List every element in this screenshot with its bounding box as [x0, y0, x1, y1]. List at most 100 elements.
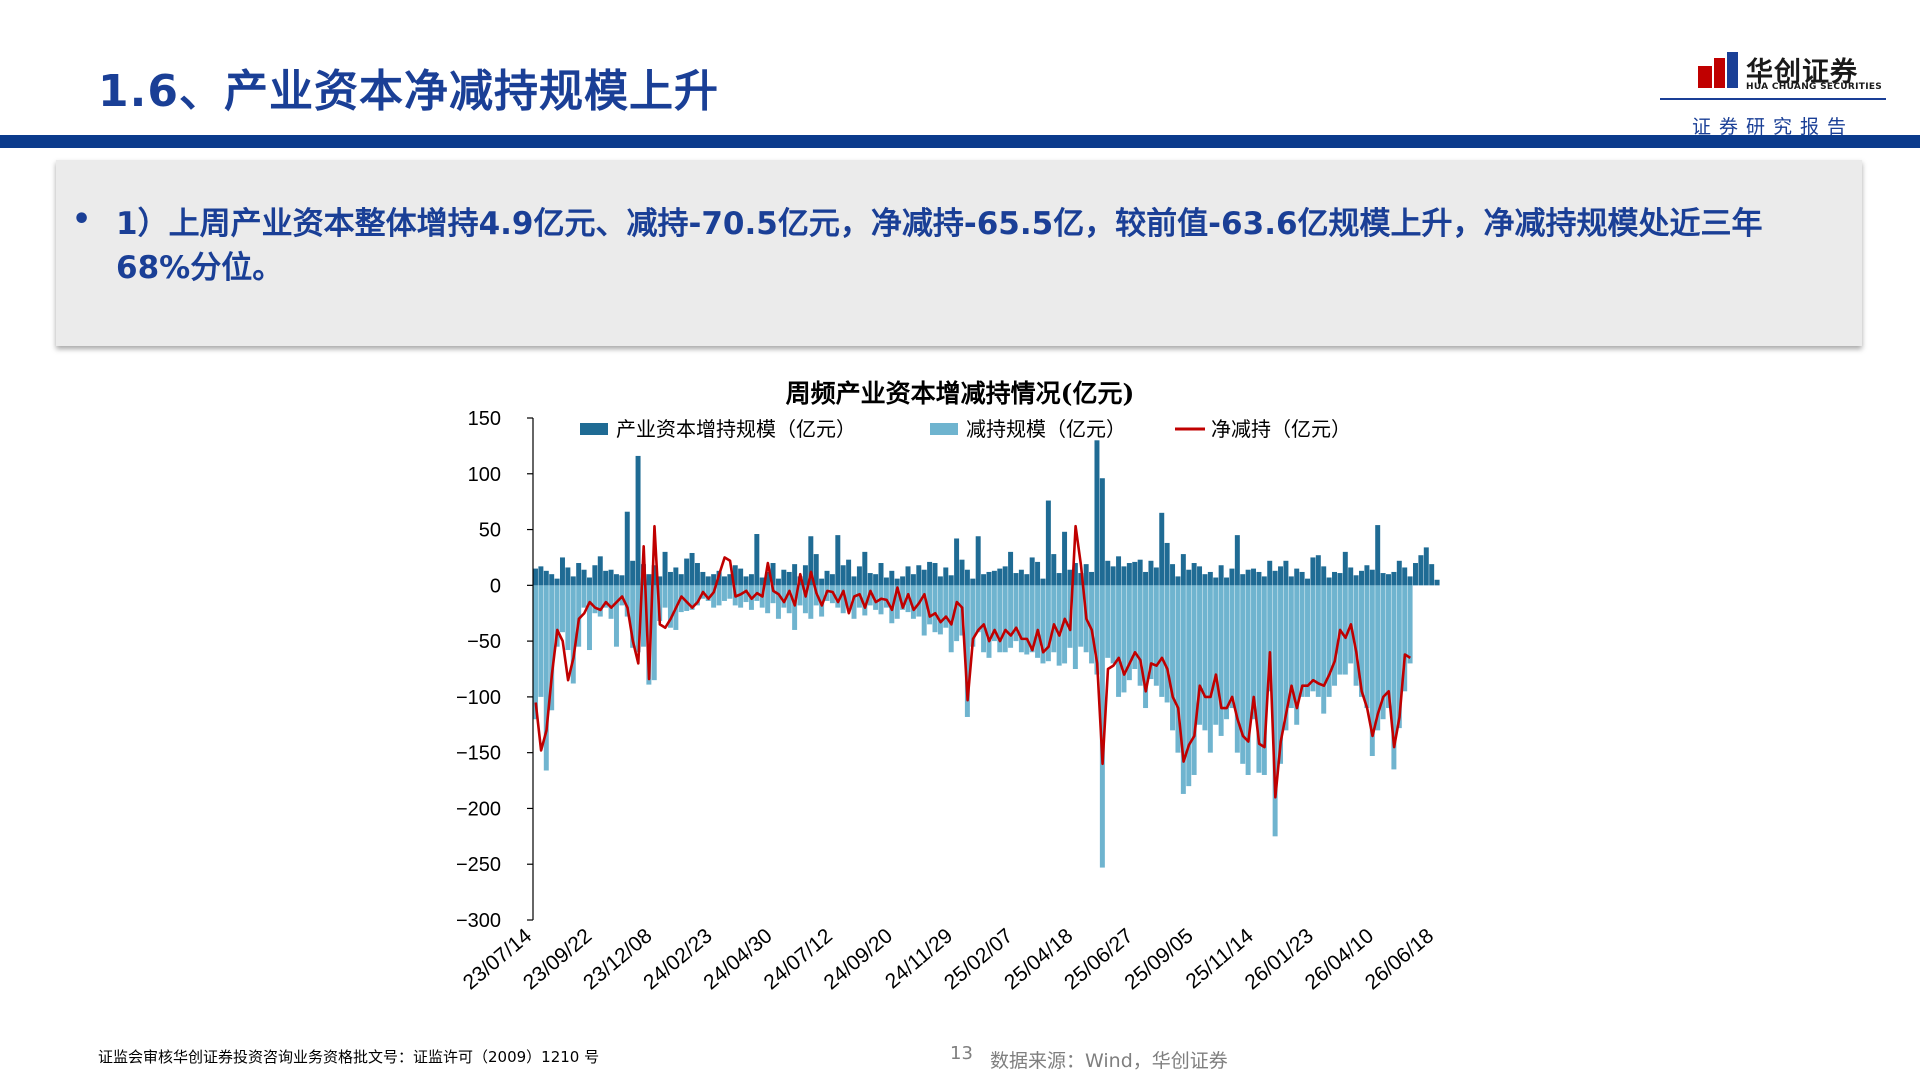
- bar-increase: [1402, 567, 1408, 586]
- bar-decrease: [1105, 585, 1111, 658]
- bar-decrease: [1078, 585, 1084, 647]
- bar-decrease: [900, 585, 906, 610]
- bar-decrease: [559, 585, 565, 633]
- bar-increase: [867, 573, 873, 586]
- bar-increase: [986, 571, 992, 586]
- bar-decrease: [786, 585, 792, 614]
- bar-decrease: [630, 585, 636, 648]
- bar-decrease: [565, 585, 571, 651]
- bar-decrease: [1175, 585, 1181, 753]
- bar-increase: [1089, 571, 1095, 586]
- bar-decrease: [1261, 585, 1267, 775]
- bar-increase: [754, 534, 760, 586]
- bar-increase: [873, 574, 879, 586]
- bar-increase: [932, 563, 938, 586]
- bar-increase: [765, 571, 771, 586]
- bar-increase: [1121, 566, 1127, 586]
- bar-increase: [1332, 571, 1337, 586]
- bar-increase: [1008, 551, 1014, 586]
- bar-decrease: [1143, 585, 1149, 709]
- bar-increase: [1396, 560, 1402, 586]
- data-source: 数据来源：Wind，华创证券: [990, 1050, 1228, 1072]
- bar-increase: [916, 565, 922, 586]
- bar-increase: [1413, 563, 1418, 586]
- bar-decrease: [846, 585, 852, 608]
- bar-decrease: [538, 585, 544, 697]
- bar-decrease: [1272, 585, 1278, 837]
- chart-title: 周频产业资本增减持情况(亿元): [785, 379, 1135, 408]
- bar-decrease: [802, 585, 808, 614]
- bar-decrease: [716, 585, 722, 606]
- bar-decrease: [1229, 585, 1235, 709]
- bar-increase: [1002, 566, 1008, 586]
- logo-text-cn: 华创证券: [1746, 57, 1858, 88]
- y-tick-label: 0: [490, 575, 501, 597]
- bar-increase: [1321, 566, 1327, 586]
- bar-decrease: [1164, 585, 1170, 703]
- y-tick-label: −100: [456, 687, 501, 709]
- bar-decrease: [543, 585, 549, 771]
- bar-increase: [975, 536, 981, 586]
- bar-increase: [1391, 571, 1397, 586]
- bar-decrease: [1180, 585, 1186, 794]
- bar-increase: [597, 556, 603, 586]
- bar-decrease: [1251, 585, 1257, 720]
- bar-decrease: [1191, 585, 1197, 775]
- bar-increase: [1094, 440, 1100, 586]
- bar-decrease: [651, 585, 657, 681]
- bar-increase: [889, 570, 895, 586]
- bar-increase: [921, 569, 927, 586]
- bar-decrease: [916, 585, 922, 617]
- bar-increase: [635, 455, 641, 586]
- bar-decrease: [862, 585, 868, 616]
- bar-decrease: [1013, 585, 1019, 642]
- bar-increase: [905, 566, 911, 586]
- bar-decrease: [948, 585, 954, 653]
- bar-increase: [1137, 559, 1143, 586]
- bar-increase: [910, 574, 916, 586]
- bar-increase: [846, 559, 852, 586]
- bar-decrease: [1213, 585, 1219, 725]
- bar-decrease: [1245, 585, 1251, 775]
- bar-decrease: [1391, 585, 1397, 770]
- bar-decrease: [1170, 585, 1176, 731]
- bar-increase: [851, 576, 857, 586]
- license-text: 证监会审核华创证券投资咨询业务资格批文号：证监许可（2009）1210 号: [98, 1048, 600, 1066]
- bar-decrease: [554, 585, 560, 647]
- bar-increase: [1170, 564, 1176, 586]
- bar-increase: [856, 566, 862, 586]
- legend-swatch: [580, 423, 608, 435]
- y-tick-label: −150: [456, 743, 501, 765]
- bar-decrease: [1116, 585, 1122, 697]
- bar-increase: [1056, 573, 1062, 586]
- bar-increase: [813, 554, 819, 586]
- bar-decrease: [1283, 585, 1289, 731]
- bar-decrease: [1396, 585, 1402, 729]
- bar-decrease: [592, 585, 598, 614]
- bar-decrease: [1121, 585, 1127, 693]
- bar-increase: [1245, 569, 1251, 586]
- bar-increase: [1105, 560, 1111, 586]
- legend-label: 产业资本增持规模（亿元）: [616, 417, 856, 441]
- bar-increase: [1288, 576, 1294, 586]
- page-title: 1.6、产业资本净减持规模上升: [98, 66, 719, 117]
- legend: 产业资本增持规模（亿元） 减持规模（亿元） 净减持（亿元）: [580, 417, 1351, 441]
- bar-increase: [786, 571, 792, 586]
- bar-increase: [1348, 567, 1354, 586]
- bar-increase: [1240, 574, 1246, 586]
- bar-increase: [727, 574, 733, 586]
- bar-increase: [900, 576, 906, 586]
- bar-increase: [1051, 554, 1057, 586]
- bar-decrease: [533, 585, 538, 720]
- bar-increase: [613, 574, 619, 586]
- bar-increase: [1423, 547, 1429, 586]
- bar-increase: [954, 538, 960, 586]
- bar-increase: [1418, 555, 1424, 586]
- bar-increase: [646, 574, 652, 586]
- bar-decrease: [1332, 585, 1337, 686]
- bar-decrease: [997, 585, 1003, 653]
- bar-increase: [894, 578, 900, 586]
- bar-increase: [835, 535, 841, 586]
- bar-increase: [1353, 575, 1359, 586]
- bar-increase: [549, 574, 555, 586]
